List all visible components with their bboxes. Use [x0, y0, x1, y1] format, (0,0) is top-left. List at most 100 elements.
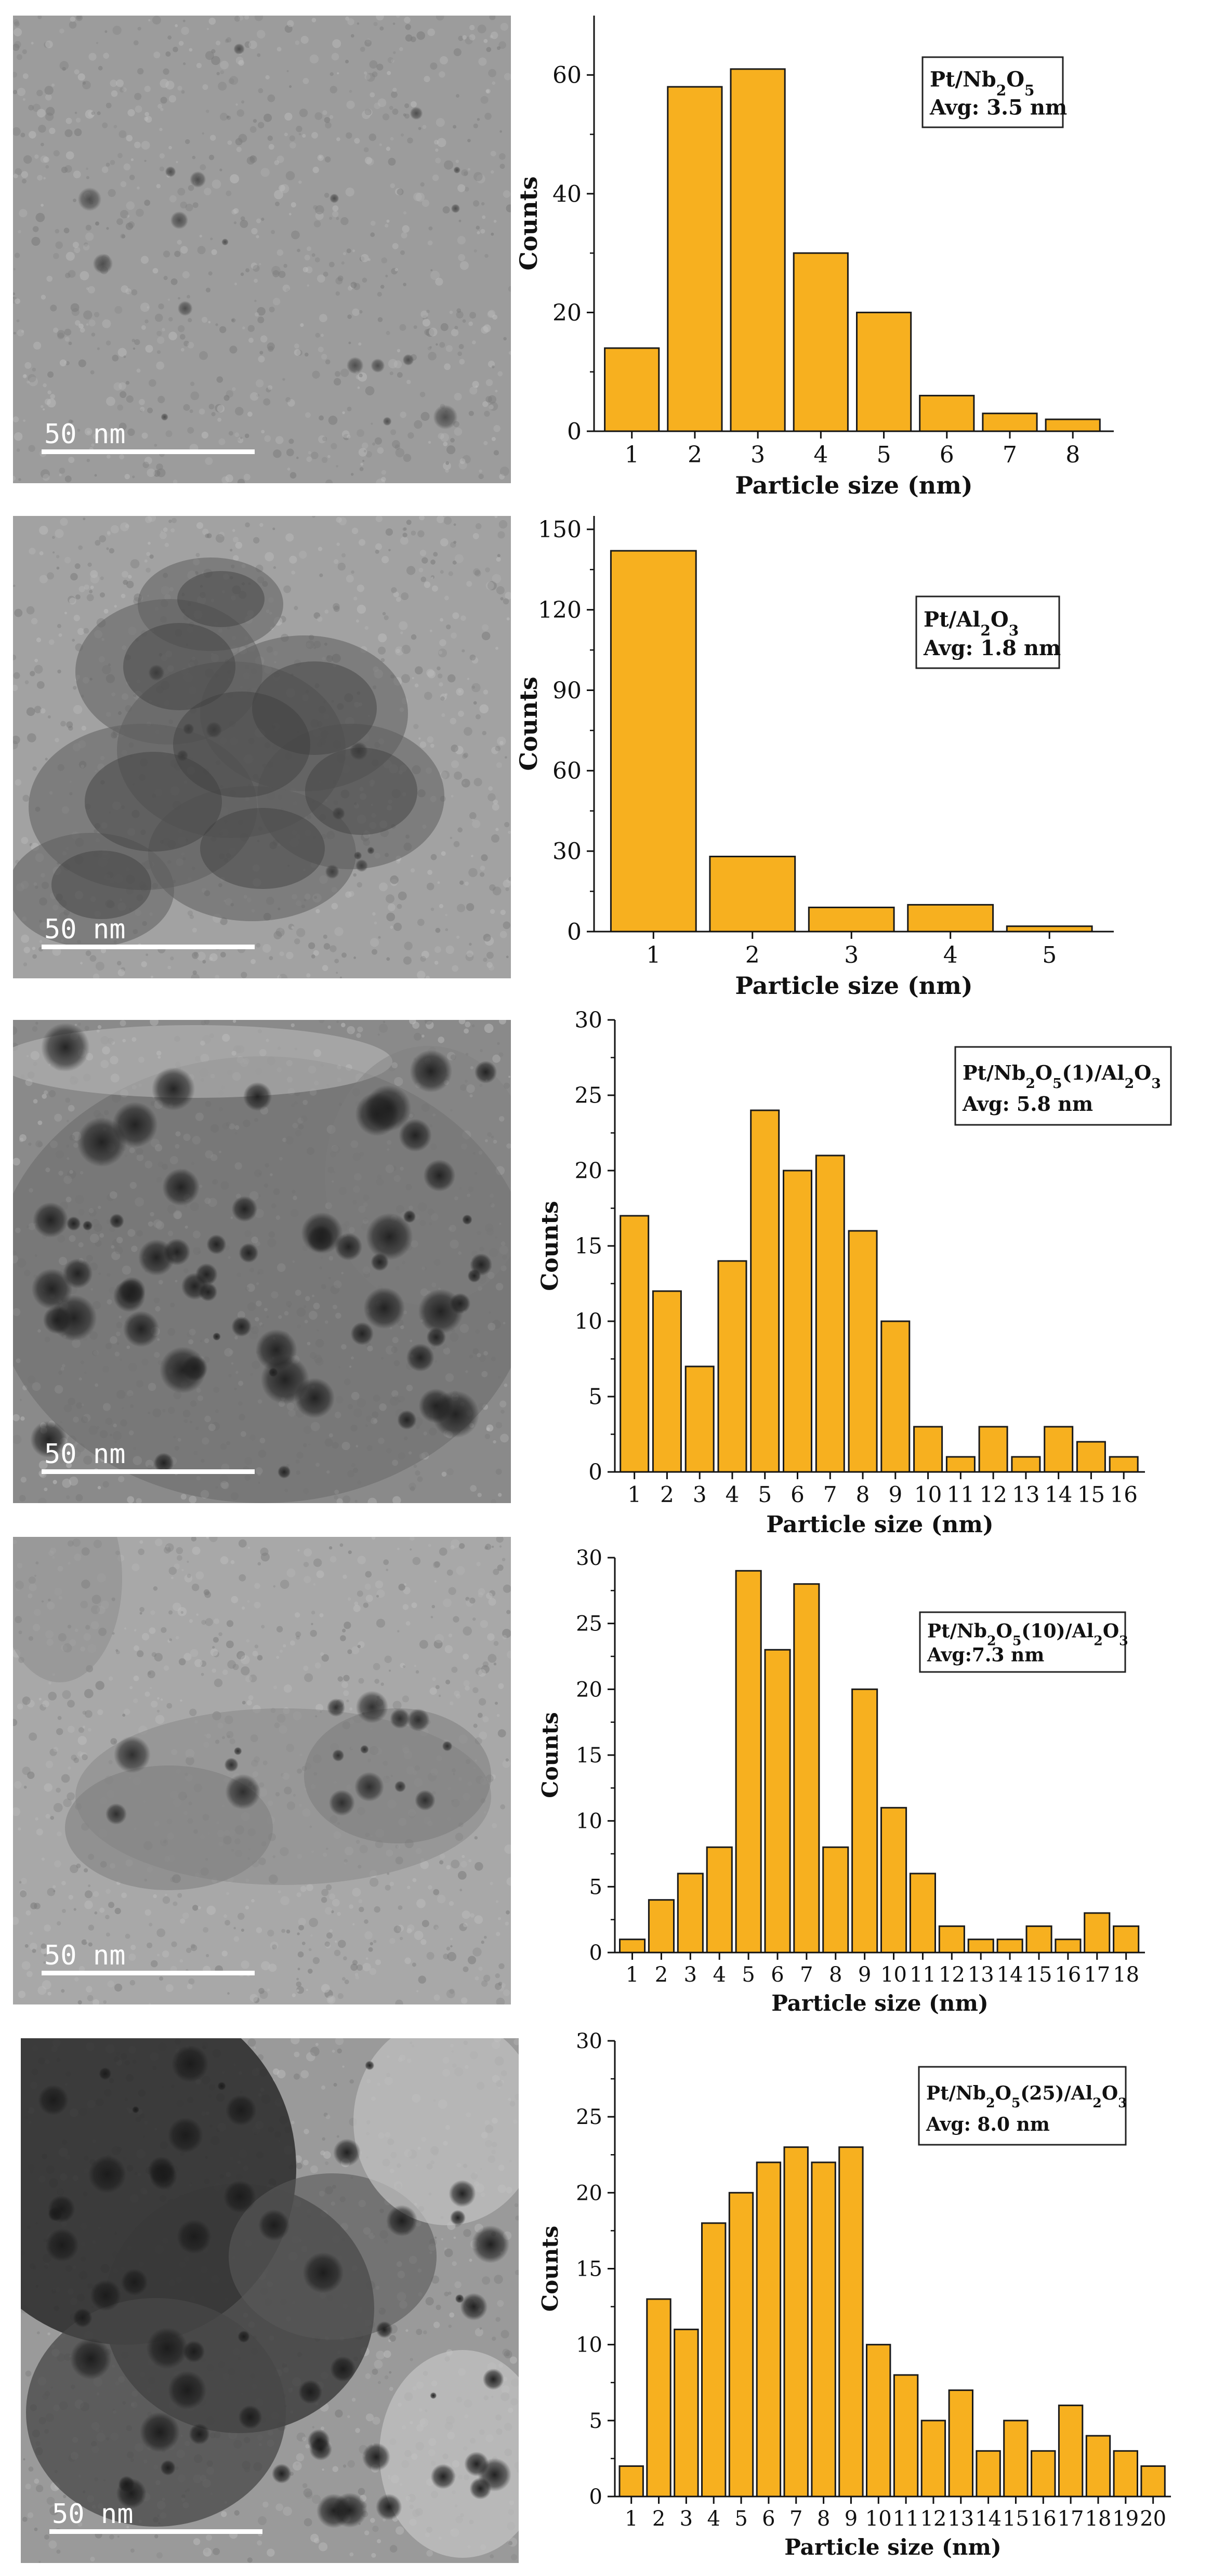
bar-size-4 — [793, 252, 849, 432]
y-tick-label: 15 — [575, 1233, 602, 1259]
scale-bar — [42, 1469, 255, 1474]
nanoparticle — [460, 2293, 488, 2321]
x-tick-label: 19 — [1112, 2507, 1139, 2531]
legend-box — [918, 2066, 1127, 2146]
x-tick-label: 8 — [829, 1963, 842, 1987]
nanoparticle — [118, 2476, 135, 2492]
nanoparticle — [410, 107, 423, 120]
nanoparticle — [418, 1388, 453, 1424]
tem-image: 50 nm — [13, 1020, 511, 1503]
legend-average: Avg: 3.5 nm — [929, 96, 1067, 120]
nanoparticle — [402, 354, 414, 366]
nanoparticle — [88, 2155, 126, 2194]
bar-size-14 — [1044, 1426, 1074, 1473]
x-tick-label: 16 — [1110, 1482, 1137, 1507]
x-tick-label: 9 — [888, 1482, 902, 1507]
y-tick-label: 5 — [588, 1384, 602, 1410]
x-tick-label: 3 — [844, 942, 859, 968]
nanoparticle — [33, 1202, 69, 1238]
bar-size-4 — [717, 1260, 747, 1473]
nanoparticle — [199, 1282, 218, 1302]
nanoparticle — [172, 2045, 209, 2082]
nanoparticle — [168, 2371, 207, 2410]
x-tick-label: 4 — [713, 1963, 726, 1987]
nanoparticle — [231, 1316, 252, 1337]
x-tick-label: 18 — [1113, 1963, 1139, 1987]
nanoparticle — [365, 1213, 413, 1260]
nanoparticle — [139, 2412, 180, 2452]
tem-image: 50 nm — [21, 2038, 519, 2563]
nanoparticle — [365, 2061, 375, 2070]
y-axis-label: Counts — [537, 1201, 563, 1291]
x-tick-label: 8 — [856, 1482, 870, 1507]
x-tick-label: 1 — [646, 942, 661, 968]
bar-size-10 — [913, 1426, 943, 1473]
nanoparticle — [470, 1253, 493, 1276]
nanoparticle — [206, 1234, 227, 1255]
bar-size-12 — [938, 1925, 965, 1954]
bar-size-18 — [1085, 2435, 1111, 2498]
bar-size-10 — [866, 2344, 891, 2498]
y-tick-label: 15 — [576, 1744, 602, 1768]
nanoparticle — [325, 865, 339, 879]
nanoparticle — [70, 2338, 112, 2380]
y-tick-label: 10 — [576, 2333, 602, 2357]
nanoparticle — [449, 2180, 476, 2207]
nanoparticle — [30, 1420, 67, 1458]
nanoparticle — [430, 2464, 456, 2489]
legend-box — [921, 56, 1064, 128]
bar-size-13 — [948, 2389, 973, 2498]
nanoparticle — [271, 2464, 292, 2484]
x-tick-label: 14 — [975, 2507, 1002, 2531]
nanoparticle — [182, 1355, 208, 1382]
nanoparticle — [294, 1378, 335, 1418]
scale-bar-label: 50 nm — [52, 2499, 134, 2530]
y-tick-label: 0 — [567, 919, 582, 945]
bar-size-7 — [815, 1154, 845, 1473]
x-tick-label: 7 — [1003, 442, 1017, 468]
x-tick-label: 15 — [1003, 2507, 1029, 2531]
y-tick-label: 15 — [576, 2258, 602, 2281]
nanoparticle — [182, 723, 194, 735]
x-tick-label: 3 — [750, 442, 765, 468]
x-tick-label: 14 — [1045, 1482, 1072, 1507]
bar-size-4 — [701, 2222, 727, 2498]
nanoparticle — [224, 1758, 239, 1772]
x-tick-label: 1 — [627, 1482, 641, 1507]
x-tick-label: 2 — [688, 442, 702, 468]
scale-bar — [42, 945, 255, 949]
x-axis-label: Particle size (nm) — [735, 471, 972, 499]
nanoparticle — [43, 1305, 72, 1334]
y-tick-label: 25 — [576, 1612, 602, 1636]
nanoparticle — [238, 2405, 262, 2429]
y-axis-label: Counts — [537, 2226, 563, 2312]
nanoparticle — [38, 2084, 69, 2116]
nanoparticle — [153, 1453, 174, 1473]
bar-size-1 — [604, 347, 660, 432]
x-tick-label: 13 — [1012, 1482, 1039, 1507]
nanoparticle — [62, 1258, 93, 1289]
x-tick-label: 2 — [652, 2507, 665, 2531]
bar-size-6 — [764, 1649, 791, 1954]
x-tick-label: 12 — [979, 1482, 1007, 1507]
y-tick-label: 30 — [576, 1546, 602, 1570]
legend-sample-name: Pt/Nb2O5(1)/Al2O3 — [963, 1061, 1161, 1092]
bar-size-4 — [706, 1846, 733, 1954]
x-tick-label: 7 — [800, 1963, 813, 1987]
x-tick-label: 4 — [813, 442, 828, 468]
nanoparticle — [231, 1196, 258, 1222]
x-tick-label: 9 — [858, 1963, 871, 1987]
tem-image: 50 nm — [13, 1537, 511, 2004]
nanoparticle — [332, 807, 345, 820]
y-tick-label: 5 — [589, 2409, 602, 2433]
nanoparticle — [82, 1220, 93, 1231]
bar-size-10 — [880, 1807, 907, 1954]
nanoparticle — [332, 1749, 345, 1762]
nanoparticle — [225, 2094, 257, 2126]
y-tick-label: 60 — [552, 758, 582, 785]
nanoparticle — [41, 1023, 90, 1072]
bar-size-7 — [982, 413, 1038, 432]
